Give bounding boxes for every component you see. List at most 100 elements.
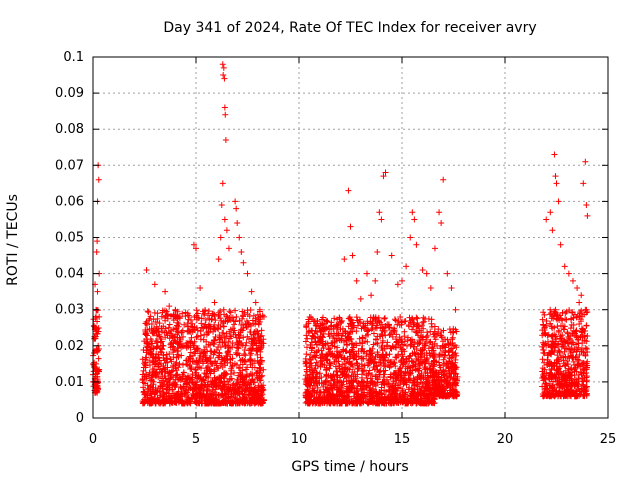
data-point (162, 312, 169, 319)
data-point (242, 358, 249, 365)
data-point (151, 281, 158, 288)
data-point (412, 351, 419, 358)
data-point (155, 399, 162, 406)
data-point (351, 389, 358, 396)
data-point (431, 351, 438, 358)
data-point (542, 331, 549, 338)
x-tick-label: 20 (497, 432, 514, 447)
data-point (311, 349, 318, 356)
data-point (244, 333, 251, 340)
data-point (560, 338, 567, 345)
data-point (379, 378, 386, 385)
data-point (95, 176, 102, 183)
data-point (199, 360, 206, 367)
data-point (338, 332, 345, 339)
data-point (557, 241, 564, 248)
data-point (355, 348, 362, 355)
data-point (193, 334, 200, 341)
data-point (175, 329, 182, 336)
data-point (357, 319, 364, 326)
data-point (565, 387, 572, 394)
data-point (183, 384, 190, 391)
data-point (234, 220, 241, 227)
y-tick-label: 0.03 (55, 303, 84, 318)
data-point (354, 365, 361, 372)
data-point (575, 381, 582, 388)
data-point (194, 310, 201, 317)
data-point (176, 360, 183, 367)
data-point (240, 313, 247, 320)
data-point (254, 390, 261, 397)
data-point (234, 377, 241, 384)
data-point (172, 362, 179, 369)
data-point (384, 339, 391, 346)
data-point (318, 361, 325, 368)
data-point (162, 334, 169, 341)
data-point (93, 360, 100, 367)
data-point (255, 337, 262, 344)
data-point (212, 386, 219, 393)
data-point (153, 328, 160, 335)
data-point (431, 361, 438, 368)
data-point (417, 379, 424, 386)
data-point (565, 365, 572, 372)
data-point (565, 333, 572, 340)
data-point (437, 351, 444, 358)
data-point (207, 396, 214, 403)
data-point (258, 327, 265, 334)
data-point (579, 365, 586, 372)
data-point (174, 395, 181, 402)
data-point (320, 342, 327, 349)
data-point (312, 322, 319, 329)
data-point (142, 320, 149, 327)
data-point (391, 316, 398, 323)
data-point (201, 310, 208, 317)
data-point (224, 378, 231, 385)
data-point (155, 325, 162, 332)
data-point (363, 270, 370, 277)
data-point (578, 325, 585, 332)
data-point (335, 321, 342, 328)
data-point (414, 396, 421, 403)
data-point (153, 344, 160, 351)
data-point (223, 352, 230, 359)
data-point (568, 376, 575, 383)
data-point (371, 356, 378, 363)
data-point (175, 321, 182, 328)
data-point (391, 386, 398, 393)
data-point (158, 313, 165, 320)
data-point (234, 350, 241, 357)
data-point (436, 380, 443, 387)
data-point (203, 343, 210, 350)
data-point (549, 348, 556, 355)
data-point (222, 318, 229, 325)
data-point (217, 308, 224, 315)
y-tick-label: 0.08 (55, 122, 84, 137)
data-point (582, 158, 589, 165)
data-point (578, 307, 585, 314)
data-point (342, 333, 349, 340)
data-point (369, 379, 376, 386)
data-point (560, 353, 567, 360)
data-point (307, 314, 314, 321)
data-point (317, 363, 324, 370)
data-point (566, 307, 573, 314)
data-point (332, 363, 339, 370)
data-point (246, 381, 253, 388)
data-point (580, 359, 587, 366)
data-point (395, 384, 402, 391)
data-point (560, 370, 567, 377)
data-point (445, 349, 452, 356)
data-point (403, 355, 410, 362)
data-point (218, 360, 225, 367)
data-point (376, 389, 383, 396)
data-point (436, 371, 443, 378)
data-point (400, 378, 407, 385)
data-point (564, 329, 571, 336)
data-point (241, 391, 248, 398)
data-point (96, 313, 103, 320)
data-point (370, 360, 377, 367)
data-point (403, 381, 410, 388)
data-point (215, 256, 222, 263)
data-point (184, 310, 191, 317)
